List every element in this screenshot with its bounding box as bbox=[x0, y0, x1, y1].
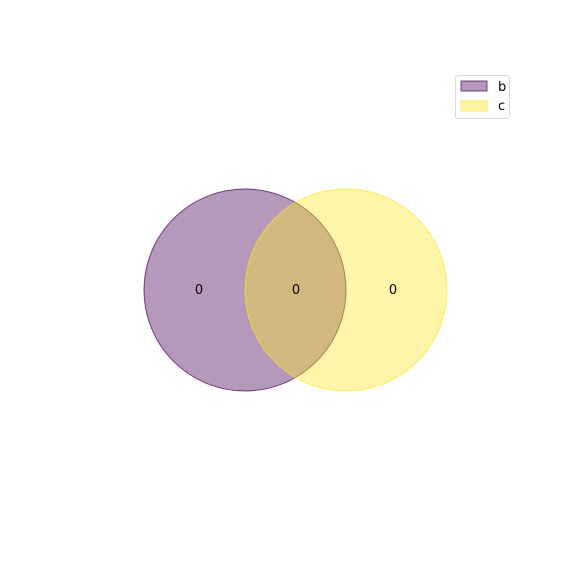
legend-frame bbox=[455, 75, 510, 119]
region-intersection-label: 0 bbox=[292, 283, 300, 298]
legend-label-c: c bbox=[498, 99, 505, 114]
set-c-circle bbox=[244, 188, 448, 392]
legend-swatch-b bbox=[460, 80, 488, 92]
legend: b c bbox=[455, 75, 510, 119]
legend-label-b: b bbox=[498, 80, 506, 95]
region-c-only-label: 0 bbox=[389, 283, 397, 298]
region-b-only-label: 0 bbox=[195, 283, 203, 298]
legend-swatch-c bbox=[460, 100, 488, 112]
